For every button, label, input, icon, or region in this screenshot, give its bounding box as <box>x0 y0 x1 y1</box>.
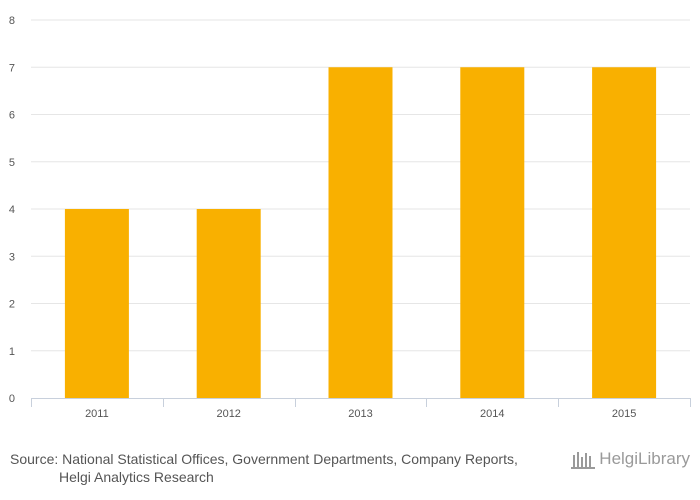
x-axis-ticks: 2011 2012 2013 2014 2015 <box>85 408 636 420</box>
y-tick-label: 8 <box>9 15 15 27</box>
x-tick-label: 2014 <box>480 408 504 420</box>
x-tick-label: 2012 <box>216 408 240 420</box>
bar-2014 <box>460 67 525 398</box>
bar-2013 <box>328 67 393 398</box>
bar-2011 <box>64 209 129 398</box>
x-tick-label: 2013 <box>348 408 372 420</box>
library-icon <box>571 452 596 469</box>
x-tick-label: 2015 <box>612 408 636 420</box>
y-tick-label: 2 <box>9 299 15 311</box>
bar-2012 <box>196 209 261 398</box>
x-axis <box>31 398 691 407</box>
y-tick-label: 7 <box>9 62 15 74</box>
source-line-1: National Statistical Offices, Government… <box>62 451 518 467</box>
source-note: Source: National Statistical Offices, Go… <box>10 450 518 486</box>
source-prefix: Source: <box>10 451 59 467</box>
helgi-library-logo: HelgiLibrary <box>571 449 690 469</box>
logo-text: HelgiLibrary <box>599 449 690 468</box>
bars <box>64 67 657 398</box>
y-tick-label: 1 <box>9 346 15 358</box>
y-tick-label: 5 <box>9 157 15 169</box>
y-axis-ticks: 0 1 2 3 4 5 6 7 8 <box>9 15 15 405</box>
bar-2015 <box>592 67 657 398</box>
source-line-2: Helgi Analytics Research <box>59 469 214 485</box>
y-tick-label: 4 <box>9 204 15 216</box>
y-tick-label: 6 <box>9 110 15 122</box>
y-tick-label: 3 <box>9 251 15 263</box>
x-tick-label: 2011 <box>85 408 109 420</box>
bar-chart: 0 1 2 3 4 5 6 7 8 2011 2012 2013 2014 2015 <box>9 15 691 420</box>
y-tick-label: 0 <box>9 393 15 405</box>
